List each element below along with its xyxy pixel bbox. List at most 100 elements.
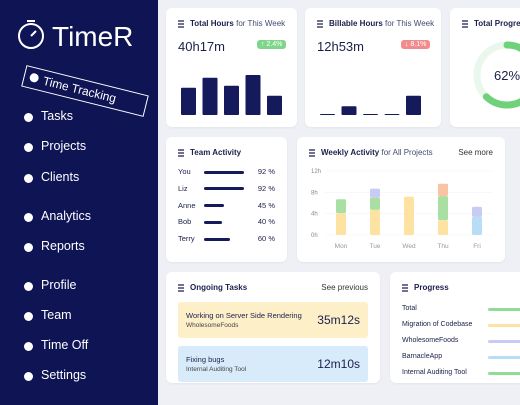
sidebar: TimeR Time Tracking Tasks Projects Clients A… [0,0,158,405]
bar-segment [370,197,380,210]
nav-icon [24,312,33,321]
task-title: Working on Server Side Rendering [186,311,302,320]
card: Total Hours for This Week 40h17m ↑ 2.4% [166,8,297,127]
card-title-main: Team Activity [190,148,242,157]
card-title: Total Progress [474,19,520,28]
nav-item[interactable]: Projects [41,139,87,153]
progress-name: Internal Auditing Tool [402,369,467,376]
card-title: Progress [414,283,449,292]
nav-item[interactable]: Clients [41,170,80,184]
trend-badge: ↓ 8.1% [401,40,431,49]
trend-badge: ↑ 2.4% [257,40,287,49]
card-title: Team Activity [190,148,241,157]
progress-line [488,340,520,343]
hours-value: 40h17m [178,39,225,54]
x-tick-label: Tue [370,243,381,250]
bar-segment [472,206,482,217]
task-time: 12m10s [317,357,360,371]
bar [181,87,196,115]
card-title-suffix: for All Projects [381,148,433,157]
title-icon [317,20,323,28]
bar [224,85,239,115]
bar [320,114,335,115]
weekly-chart: 0h 4h 8h 12h Mon Tue Wed Thu Fri [311,169,493,250]
progress-line [488,324,520,327]
activity-label: 40 % [257,217,275,227]
activity-bar [204,204,224,208]
x-tick-label: Thu [437,243,449,250]
progress-line [488,372,520,375]
nav-item[interactable]: Team [41,308,72,322]
progress-name: WholesomeFoods [402,337,459,344]
card-link[interactable]: See more [458,148,493,157]
activity-label: 92 % [257,167,275,176]
bar [202,77,218,115]
y-tick-label: 12h [311,169,321,175]
card-title-main: Ongoing Tasks [190,283,248,292]
bar [341,106,357,115]
activity-bar [204,237,231,241]
card: Ongoing Tasks See previous Working on Serv… [166,272,380,383]
card-title: Weekly Activity for All Projects [321,148,433,157]
nav-item[interactable]: Time Off [41,338,89,352]
nav-item[interactable]: Analytics [41,209,92,223]
title-icon [309,149,315,157]
activity-bar [204,220,222,224]
nav-item[interactable]: Tasks [41,109,73,123]
progress-line [488,356,520,359]
task-project: WholesomeFoods [186,322,239,329]
hours-value: 12h53m [317,39,364,54]
card-title-main: Progress [414,283,449,292]
card-link[interactable]: See previous [321,283,368,292]
bar-segment [438,220,448,235]
card: Weekly Activity for All Projects See more… [297,137,505,262]
y-tick-label: 4h [311,212,318,218]
task-time: 35m12s [317,313,360,327]
nav-icon [24,282,33,291]
bar-chart [181,75,282,115]
nav-icon [24,372,33,381]
member-name: Terry [178,234,195,244]
card: Team Activity You 92 % Liz 92 % Anne 45 % Bob 40… [166,137,287,262]
nav-icon [28,72,40,84]
card-title-main: Weekly Activity [321,148,380,157]
nav-icon [24,174,33,183]
card-title-suffix: for This Week [385,19,435,28]
bar [406,95,421,115]
bar [363,114,378,115]
bar-segment [438,183,448,197]
progress-name: Migration of Codebase [402,321,473,328]
nav-item[interactable]: Settings [41,368,87,382]
progress-line [488,308,520,311]
y-tick-label: 8h [311,190,318,196]
ring-label: 62% [494,68,520,83]
nav-icon [24,342,33,351]
title-icon [462,20,468,28]
activity-label: 45 % [257,200,275,210]
task[interactable]: Fixing bugs Internal Auditing Tool 12m10s [178,346,368,382]
member-name: Anne [178,200,196,210]
task[interactable]: Working on Server Side Rendering Wholesom… [178,302,368,338]
card-title: Total Hours for This Week [190,19,285,28]
activity-bar [204,187,245,191]
nav-item[interactable]: Profile [41,278,77,292]
title-icon [178,149,184,157]
bar-segment [370,188,380,198]
logo-text: TimeR [52,21,134,52]
nav-item[interactable]: Reports [41,239,85,253]
card-title: Ongoing Tasks [190,283,247,292]
member-name: Bob [178,217,192,227]
task-project: Internal Auditing Tool [186,366,247,373]
card-title-main: Billable Hours [329,19,383,28]
title-icon [178,20,184,28]
card: Billable Hours for This Week 12h53m ↓ 8.1% [305,8,441,127]
activity-bar [204,170,245,174]
card: Total Progress 62% [450,8,520,127]
logo-icon [18,20,44,49]
x-tick-label: Fri [473,243,481,250]
bar-segment [404,196,414,235]
nav-icon [24,213,33,222]
title-icon [402,284,408,292]
bar [245,75,261,115]
